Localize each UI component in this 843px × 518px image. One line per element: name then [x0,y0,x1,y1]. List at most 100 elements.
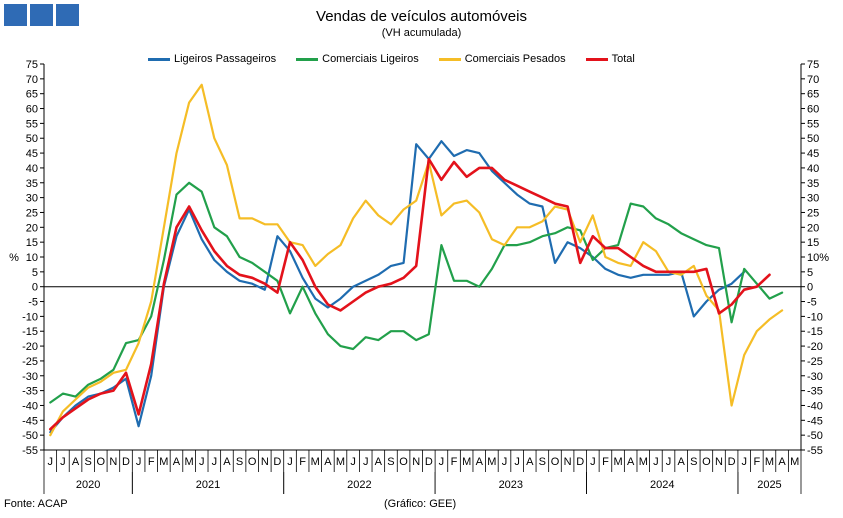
y-tick-label-right: -45 [807,415,823,427]
x-month-label: A [778,456,786,468]
y-tick-label-left: 45 [26,148,38,160]
y-tick-label-right: -55 [807,445,823,457]
x-month-label: O [399,456,408,468]
y-tick-label-left: 70 [26,74,38,86]
legend-label: Comerciais Ligeiros [322,53,419,65]
y-tick-label-right: -15 [807,326,823,338]
x-month-label: S [84,456,91,468]
x-month-label: S [236,456,243,468]
y-tick-label-right: 25 [807,207,819,219]
x-month-label: O [248,456,257,468]
x-month-label: M [311,456,320,468]
y-tick-label-left: 10 [26,252,38,264]
x-month-label: M [336,456,345,468]
x-year-label: 2023 [499,479,523,491]
y-tick-label-left: 35 [26,178,38,190]
y-tick-label-left: 30 [26,193,38,205]
x-month-label: M [765,456,774,468]
y-tick-label-right: 75 [807,59,819,71]
x-month-label: F [148,456,155,468]
y-tick-label-left: 20 [26,222,38,234]
y-tick-label-right: 10 [807,252,819,264]
y-tick-label-right: 45 [807,148,819,160]
y-tick-label-right: -50 [807,430,823,442]
y-tick-label-right: 20 [807,222,819,234]
chart-credit: (Gráfico: GEE) [384,498,457,510]
x-month-label: A [375,456,383,468]
y-tick-label-right: -10 [807,311,823,323]
x-month-label: F [299,456,306,468]
x-month-label: D [425,456,433,468]
y-tick-label-left: 40 [26,163,38,175]
x-month-label: F [602,456,609,468]
y-tick-label-left: -35 [22,386,38,398]
y-tick-label-right: 60 [807,104,819,116]
x-month-label: O [96,456,105,468]
y-tick-label-left: 0 [32,282,38,294]
x-month-label: J [502,456,508,468]
x-month-label: M [462,456,471,468]
x-month-label: N [564,456,572,468]
y-tick-label-left: -55 [22,445,38,457]
x-month-label: J [514,456,520,468]
x-year-label: 2024 [650,479,674,491]
x-month-label: M [639,456,648,468]
y-tick-label-left: -10 [22,311,38,323]
y-tick-label-right: 50 [807,133,819,145]
y-tick-label-left: -30 [22,371,38,383]
x-month-label: J [48,456,54,468]
y-tick-label-left: -40 [22,400,38,412]
series-line-comerciais-ligeiros [49,181,784,404]
logo-block-3 [56,4,79,26]
x-month-label: A [677,456,685,468]
y-tick-label-left: -50 [22,430,38,442]
legend-swatch [296,57,319,61]
y-tick-label-right: 40 [807,163,819,175]
x-month-label: M [613,456,622,468]
x-month-label: J [653,456,659,468]
x-month-label: J [741,456,747,468]
y-tick-label-left: -45 [22,415,38,427]
y-tick-label-left: -15 [22,326,38,338]
x-month-label: J [60,456,66,468]
x-month-label: M [185,456,194,468]
x-month-label: J [590,456,596,468]
y-tick-label-left: 25 [26,207,38,219]
x-month-label: S [539,456,546,468]
x-month-label: N [109,456,117,468]
x-month-label: A [526,456,534,468]
y-tick-label-right: 35 [807,178,819,190]
y-tick-label-right: 30 [807,193,819,205]
x-month-label: D [122,456,130,468]
x-month-label: A [223,456,231,468]
y-tick-label-right: -20 [807,341,823,353]
legend-swatch [438,57,461,61]
x-month-label: J [136,456,142,468]
legend: Ligeiros Passageiros Comerciais Ligeiros… [148,53,635,65]
x-month-label: J [666,456,672,468]
legend-item-ligeiros-passageiros: Ligeiros Passageiros [148,53,276,65]
legend-label: Total [611,53,635,65]
x-month-label: N [261,456,269,468]
y-axis-label-right: % [819,252,829,264]
logo [4,4,79,26]
y-tick-label-right: -25 [807,356,823,368]
y-tick-label-left: 15 [26,237,38,249]
x-month-label: J [199,456,205,468]
x-month-label: J [287,456,293,468]
chart-title: Vendas de veículos automóveis [316,8,527,25]
y-tick-label-right: 5 [807,267,813,279]
legend-item-comerciais-pesados: Comerciais Pesados [438,53,566,65]
x-month-label: N [715,456,723,468]
y-axis-label-left: % [9,252,19,264]
y-tick-label-right: 55 [807,118,819,130]
x-month-label: J [439,456,445,468]
x-month-label: O [702,456,711,468]
chart-subtitle: (VH acumulada) [381,27,462,39]
x-year-label: 2025 [757,479,781,491]
x-month-label: M [487,456,496,468]
x-month-label: M [159,456,168,468]
y-tick-label-left: -5 [28,297,38,309]
x-month-label: S [690,456,697,468]
